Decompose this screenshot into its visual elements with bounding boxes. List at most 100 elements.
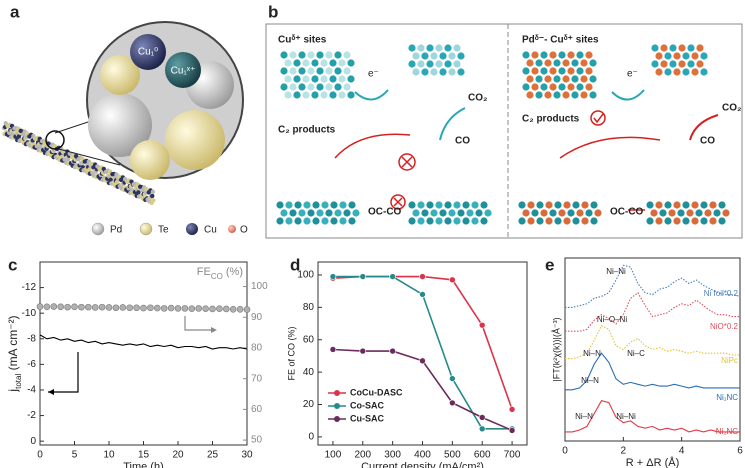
crystal-atom: [444, 60, 452, 68]
products: C₂ products: [522, 114, 580, 125]
crystal-atom: [311, 91, 319, 99]
crystal-atom: [284, 59, 292, 67]
crystal-atom: [334, 51, 342, 59]
crystal-atom: [585, 83, 593, 91]
x-tick-label: 600: [474, 450, 491, 461]
marker: [160, 305, 168, 312]
crystal-atom: [448, 52, 456, 60]
marker: [43, 303, 51, 311]
crystal-atom: [545, 201, 553, 209]
crystal-atom: [678, 44, 686, 52]
legend-atom: [186, 223, 198, 235]
crystal-atom: [284, 75, 292, 83]
crystal-atom: [285, 201, 293, 209]
x-tick-label: 2: [621, 446, 627, 457]
zoom-spot: [45, 130, 65, 150]
crystal-atom: [325, 51, 333, 59]
crystal-atom: [540, 51, 548, 59]
crystal-atom: [298, 51, 306, 59]
axis-label: FE of CO (%): [286, 326, 296, 380]
marker: [329, 273, 337, 280]
annotation: Ni–N: [575, 412, 593, 421]
crystal-atom: [651, 44, 659, 52]
crystal-atom: [444, 201, 452, 209]
x-tick-label: 0: [37, 450, 43, 461]
crystal-atom: [298, 209, 306, 217]
crystal-atom: [580, 59, 588, 67]
annotation: Ni–Ni: [606, 267, 626, 276]
crystal-atom: [585, 209, 593, 217]
panel-label: b: [268, 2, 278, 21]
crystal-atom: [669, 44, 677, 52]
axis-arrow: [48, 352, 79, 393]
wire-atom: [150, 189, 156, 195]
atom: [165, 110, 225, 170]
crystal-atom: [457, 52, 465, 60]
crystal-atom: [311, 59, 319, 67]
axis-arrow: [48, 389, 54, 395]
crystal-atom: [545, 217, 553, 225]
marker: [188, 305, 196, 312]
curve-label: NiO*0.2: [710, 322, 739, 331]
crystal-atom: [682, 217, 690, 225]
crystal-atom: [339, 201, 347, 209]
atom: [165, 52, 201, 88]
crystal-atom: [562, 75, 570, 83]
y-tick-label: 100: [297, 270, 314, 281]
crystal-atom: [408, 60, 416, 68]
x-tick-label: 100: [325, 450, 342, 461]
wire-atom: [150, 193, 155, 199]
marker: [154, 304, 161, 312]
crystal-atom: [444, 44, 452, 52]
crystal-atom: [302, 75, 310, 83]
marker: [209, 305, 216, 313]
crystal-atom: [426, 60, 434, 68]
x-tick-label: 20: [172, 450, 184, 461]
legend-label: Co-SAC: [350, 400, 384, 410]
nanowire: [1, 121, 156, 206]
crystal-atom: [580, 75, 588, 83]
axis-label-part: j: [6, 389, 20, 393]
crystal-atom: [347, 91, 355, 99]
crystal-atom: [334, 209, 342, 217]
marker: [50, 303, 58, 310]
crystal-atom: [417, 44, 425, 52]
atom: [100, 55, 140, 95]
x-tick-label: 10: [103, 450, 115, 461]
axis-label: FECO (%): [197, 266, 243, 281]
legend-label: Te: [158, 225, 169, 236]
crystal-atom: [563, 201, 571, 209]
x-tick-label: 300: [384, 450, 401, 461]
curve-label: Ni foil*0.2: [704, 289, 739, 298]
crystal-atom: [576, 67, 584, 75]
arrow: [334, 133, 411, 159]
crystal-atom: [321, 201, 329, 209]
crystal-atom: [664, 68, 672, 76]
annotation: Ni–C: [627, 349, 645, 358]
axis-arrow: [184, 316, 215, 331]
crystal-atom: [526, 59, 534, 67]
crystal-atom: [347, 59, 355, 67]
crystal-atom: [576, 83, 584, 91]
marker: [508, 406, 516, 413]
electron: e⁻: [627, 69, 638, 80]
zoom-line: [54, 147, 121, 166]
crystal-atom: [289, 209, 297, 217]
coupling: OC-CO: [368, 207, 402, 218]
blocked: [401, 156, 413, 168]
crystal-atom: [589, 91, 597, 99]
crystal-atom: [311, 75, 319, 83]
marker: [119, 304, 127, 311]
crystal-atom: [426, 217, 434, 225]
marker: [112, 304, 120, 312]
crystal-atom: [673, 52, 681, 60]
crystal-atom: [571, 59, 579, 67]
crystal-atom: [580, 91, 588, 99]
crystal-atom: [298, 67, 306, 75]
crystal-atom: [276, 201, 284, 209]
crystal-atom: [284, 91, 292, 99]
axis-label-part: (%): [223, 266, 243, 278]
crystal-atom: [439, 68, 447, 76]
annotation: Ni–N: [581, 376, 599, 385]
crystal-atom: [585, 67, 593, 75]
